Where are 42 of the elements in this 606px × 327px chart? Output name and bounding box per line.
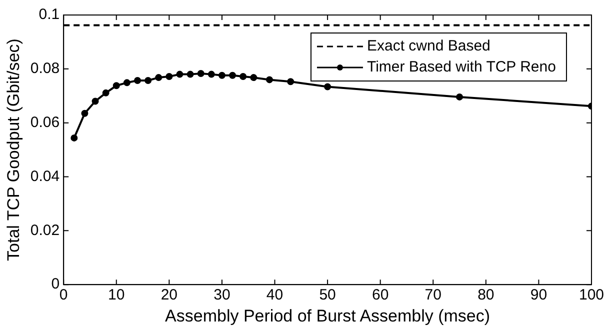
point (229, 72, 236, 79)
point (250, 74, 258, 82)
point (144, 77, 152, 84)
point (134, 77, 141, 84)
legend-label: Timer Based with TCP Reno (366, 58, 556, 76)
point (123, 79, 130, 86)
x-tick-label: 40 (266, 286, 284, 304)
point (287, 78, 294, 86)
point (240, 72, 247, 80)
point (176, 70, 184, 78)
x-tick-label: 60 (372, 286, 389, 304)
point (208, 70, 215, 78)
point (197, 70, 204, 78)
point (218, 72, 226, 79)
x-tick-label: 50 (319, 286, 336, 304)
y-axis-title: Total TCP Goodput (Gbit/sec) (4, 38, 23, 261)
point (112, 82, 120, 90)
point (166, 72, 173, 80)
y-tick-label: 0.1 (38, 6, 60, 24)
point (155, 74, 162, 82)
point (102, 89, 110, 96)
y-tick-label: 0 (51, 276, 60, 293)
y-tick-label: 0.02 (30, 222, 60, 239)
y-tick-label: 0.06 (30, 114, 60, 131)
x-tick-label: 100 (578, 286, 604, 304)
x-tick-label: 20 (160, 286, 178, 304)
x-axis-title: Assembly Period of Burst Assembly (msec) (165, 306, 490, 326)
point (92, 98, 99, 105)
point (456, 93, 464, 100)
x-tick-label: 80 (478, 286, 494, 304)
point (266, 76, 273, 84)
point (81, 110, 88, 117)
x-tick-label: 90 (530, 286, 548, 304)
point (186, 70, 194, 78)
legend-label: Exact cwnd Based (366, 38, 490, 55)
x-tick-label: 30 (214, 286, 230, 304)
y-tick-label: 0.04 (30, 168, 60, 185)
y-tick-label: 0.08 (30, 60, 60, 78)
point (324, 83, 332, 90)
x-tick-label: 10 (108, 286, 125, 304)
point (70, 134, 78, 142)
x-tick-label: 70 (424, 286, 442, 304)
